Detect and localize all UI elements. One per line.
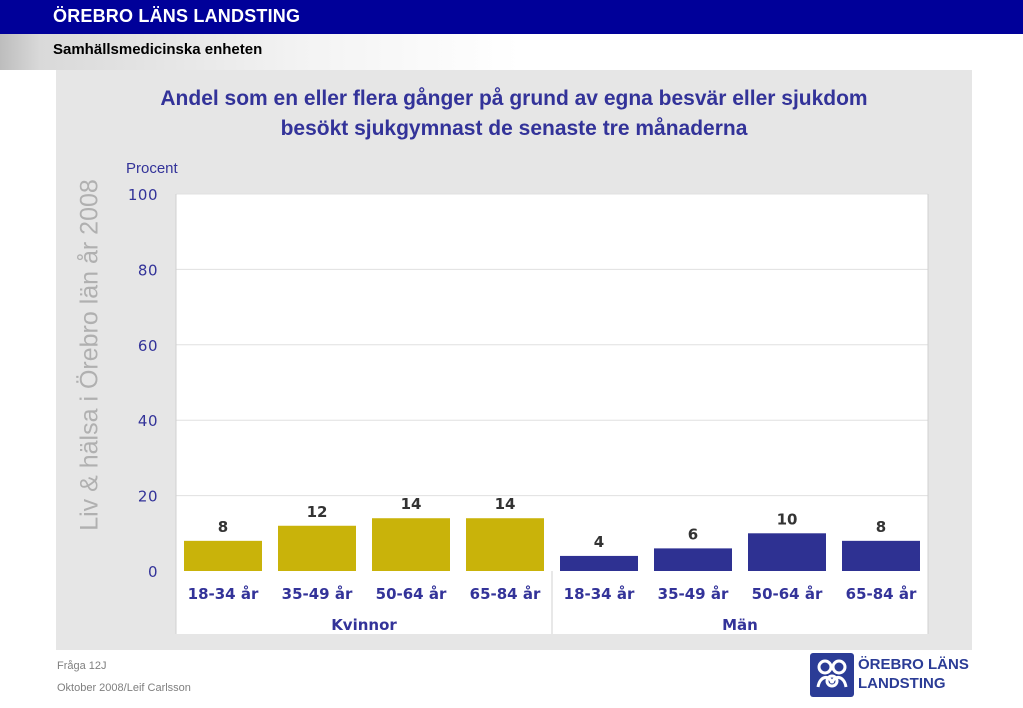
chart-title: Andel som en eller flera gånger på grund…	[56, 84, 972, 144]
question-number: Fråga 12J	[57, 660, 107, 672]
y-axis-title: Procent	[126, 160, 179, 177]
bar	[654, 548, 732, 571]
logo-line-1: ÖREBRO LÄNS	[858, 656, 969, 673]
x-tick-label: 50-64 år	[752, 585, 823, 603]
x-tick-label: 65-84 år	[470, 585, 541, 603]
data-label: 6	[688, 525, 698, 543]
x-tick-label: 50-64 år	[376, 585, 447, 603]
bar	[278, 525, 356, 571]
bar	[560, 555, 638, 571]
bar	[372, 518, 450, 571]
bar	[466, 518, 544, 571]
county-council-logo-icon	[810, 653, 854, 697]
y-tick-label: 80	[138, 261, 158, 279]
logo-line-2: LANDSTING	[858, 675, 946, 692]
bar	[748, 533, 826, 571]
group-label: Män	[722, 616, 758, 634]
data-label: 4	[594, 533, 604, 551]
x-tick-label: 35-49 år	[282, 585, 353, 603]
logo: ÖREBRO LÄNS LANDSTING	[810, 653, 980, 697]
data-label: 8	[876, 518, 886, 536]
y-tick-label: 20	[138, 488, 158, 506]
x-tick-label: 65-84 år	[846, 585, 917, 603]
y-tick-label: 100	[128, 186, 158, 204]
data-label: 14	[495, 495, 516, 513]
data-label: 8	[218, 518, 228, 536]
x-tick-label: 18-34 år	[188, 585, 259, 603]
group-label: Kvinnor	[331, 616, 397, 634]
unit-name: Samhällsmedicinska enheten	[53, 41, 263, 58]
data-label: 10	[777, 510, 798, 528]
x-tick-label: 18-34 år	[564, 585, 635, 603]
y-tick-label: 0	[148, 563, 158, 581]
y-tick-label: 40	[138, 412, 158, 430]
data-label: 14	[401, 495, 422, 513]
data-label: 12	[307, 503, 328, 521]
date-author: Oktober 2008/Leif Carlsson	[57, 682, 191, 694]
logo-text: ÖREBRO LÄNS LANDSTING	[858, 655, 969, 693]
y-tick-label: 60	[138, 337, 158, 355]
header-bar: ÖREBRO LÄNS LANDSTING	[0, 0, 1023, 34]
bar	[184, 540, 262, 571]
x-tick-label: 35-49 år	[658, 585, 729, 603]
chart-title-line-2: besökt sjukgymnast de senaste tre månade…	[280, 117, 748, 140]
organization-name: ÖREBRO LÄNS LANDSTING	[53, 6, 301, 26]
chart-title-line-1: Andel som en eller flera gånger på grund…	[160, 87, 868, 110]
bar	[842, 540, 920, 571]
subheader-bar: Samhällsmedicinska enheten	[0, 34, 1023, 70]
